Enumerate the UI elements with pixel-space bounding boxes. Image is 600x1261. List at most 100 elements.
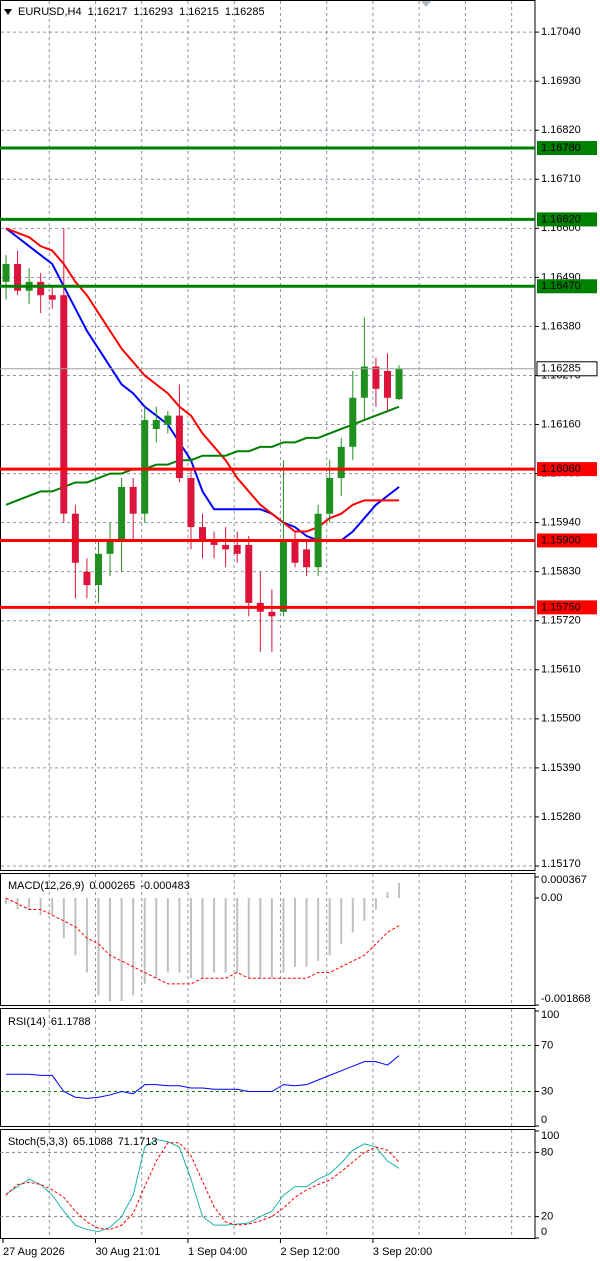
y-tick-label: 1.15720	[541, 615, 581, 627]
candle-body	[164, 415, 172, 425]
level-label: 1.15900	[541, 534, 581, 546]
level-label: 1.15750	[541, 601, 581, 613]
y-tick-label: 1.17040	[541, 26, 581, 38]
indicator-line	[5, 1139, 400, 1233]
y-tick-label: -0.001868	[541, 993, 591, 1005]
y-tick-label: 1.15830	[541, 566, 581, 578]
level-label: 1.16780	[541, 142, 581, 154]
y-tick-label: 1.15390	[541, 762, 581, 774]
y-tick-label: 30	[541, 1085, 553, 1097]
indicator-line	[5, 1142, 400, 1230]
candle-body	[233, 544, 241, 554]
candle-body	[383, 371, 391, 398]
candle-body	[303, 549, 311, 568]
panel-title-part: 1.16215	[179, 6, 219, 18]
macd-bar	[363, 898, 366, 921]
macd-bar	[178, 898, 181, 973]
candle-body	[60, 295, 68, 514]
panel-title-part: 1.16285	[225, 6, 265, 18]
macd-bar	[259, 898, 262, 979]
y-tick-label: 1.16820	[541, 124, 581, 136]
candle-body	[326, 478, 334, 514]
menu-triangle[interactable]	[4, 9, 12, 15]
x-tick-label: 2 Sep 12:00	[280, 1246, 339, 1258]
y-tick-label: 1.15610	[541, 664, 581, 676]
level-label-box	[537, 600, 597, 615]
macd-bar	[236, 898, 239, 973]
macd-bar	[270, 898, 273, 979]
macd-bar	[109, 898, 112, 1002]
candle-body	[187, 478, 195, 528]
level-label-box	[537, 533, 597, 548]
y-tick-label: 0	[541, 1114, 547, 1126]
candle-body	[175, 415, 183, 479]
macd-bar	[328, 898, 331, 956]
candle-body	[152, 420, 160, 429]
macd-bar	[28, 898, 31, 910]
x-tick-label: 3 Sep 20:00	[373, 1246, 432, 1258]
candle-body	[48, 295, 56, 300]
y-tick-label: 0	[541, 1226, 547, 1238]
macd-bar	[224, 898, 227, 973]
panel-title: RSI(14) 61.1788	[8, 1016, 91, 1028]
shift-marker	[420, 0, 432, 7]
y-tick-label: 1.15500	[541, 713, 581, 725]
candle-body	[106, 540, 114, 554]
macd-bar	[340, 898, 343, 944]
panel-title: Stoch(5,3,3) 65.1088 71.1713	[8, 1136, 157, 1148]
candle-body	[337, 446, 345, 479]
candle-body	[141, 420, 149, 514]
panel-title-part: 1.16217	[88, 6, 128, 18]
panel-title-part: 65.1088	[73, 1136, 113, 1148]
macd-bar	[213, 898, 216, 973]
panel-title: EURUSD,H4 1.16217 1.16293 1.16215 1.16285	[18, 6, 265, 18]
y-tick-label: 1.16710	[541, 173, 581, 185]
level-label-box	[537, 462, 597, 477]
macd-bar	[39, 898, 42, 916]
panel-title: MACD(12,26,9) 0.000265 -0.000483	[8, 880, 190, 892]
candle-body	[360, 366, 368, 398]
y-tick-label: 100	[541, 1009, 559, 1021]
y-tick-label: 1.15940	[541, 517, 581, 529]
level-label: 1.16470	[541, 280, 581, 292]
price-label-box	[536, 361, 598, 377]
panel-title-part: 0.000265	[89, 880, 135, 892]
candle-body	[395, 368, 403, 400]
macd-bar	[97, 898, 100, 996]
macd-bar	[62, 898, 65, 939]
x-tick-label: 27 Aug 2026	[3, 1246, 65, 1258]
macd-bar	[201, 898, 204, 979]
indicator-line	[6, 1055, 400, 1099]
candle-body	[14, 263, 22, 291]
macd-bar	[294, 898, 296, 967]
macd-bar	[143, 898, 146, 984]
panel-frame	[0, 873, 536, 1006]
macd-bar	[132, 898, 135, 996]
macd-bar	[85, 898, 88, 973]
candle-body	[279, 540, 287, 612]
candle-body	[349, 397, 357, 447]
panel-frame	[0, 1129, 536, 1239]
macd-bar	[282, 898, 285, 973]
macd-signal	[5, 897, 400, 985]
panel-title-part: RSI(14)	[8, 1016, 46, 1028]
level-label: 1.16620	[541, 213, 581, 225]
y-tick-label: 0.000367	[541, 874, 587, 886]
level-label-box	[537, 212, 597, 227]
candle-body	[372, 366, 380, 389]
candle-body	[129, 486, 137, 514]
macd-bar	[351, 898, 354, 933]
candle-body	[245, 544, 253, 603]
y-tick-label: 1.16160	[541, 418, 581, 430]
panel-frame	[0, 1008, 536, 1127]
panel-title-part: 61.1788	[51, 1016, 91, 1028]
panel-title-part: 1.16293	[133, 6, 173, 18]
panel-title-part: Stoch(5,3,3)	[8, 1136, 68, 1148]
moving-average	[5, 405, 400, 506]
macd-bar	[305, 898, 308, 967]
candle-body	[199, 527, 207, 541]
candle-body	[71, 513, 79, 563]
level-label-box	[537, 141, 597, 156]
panel-title-part: EURUSD,H4	[18, 6, 82, 18]
